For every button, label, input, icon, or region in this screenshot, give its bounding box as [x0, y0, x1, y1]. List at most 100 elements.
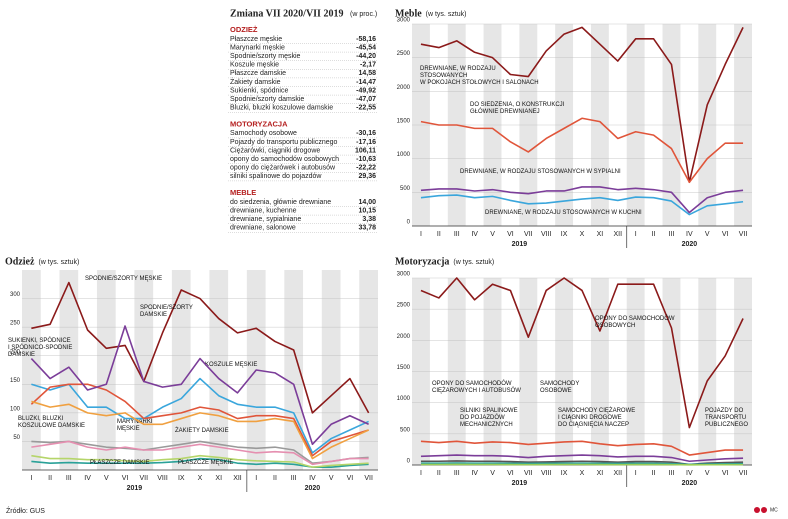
row-label: Samochody osobowe: [230, 130, 297, 137]
series-label: BLUZKI, BLUZKI KOSZULOWE DAMSKIE: [18, 416, 85, 429]
x-tick-label: IV: [471, 470, 478, 477]
series-label-line: SILNIKI SPALINOWE: [460, 408, 518, 414]
x-tick-label: VII: [739, 470, 748, 477]
section-title: MEBLE: [230, 188, 256, 197]
y-tick-label: 2500: [397, 51, 411, 57]
x-tick-label: VI: [507, 231, 514, 238]
series-label: DREWNIANE, W RODZAJU STOSOWANYCH W KUCHN…: [485, 210, 642, 216]
x-tick-label: XII: [233, 475, 242, 482]
series-label: PŁASZCZE MĘSKIE: [178, 460, 233, 466]
row-value: 33,78: [358, 225, 376, 232]
chart-title: Odzież: [5, 256, 35, 267]
series-label-line: KOSZULOWE DAMSKIE: [18, 423, 85, 429]
series-label-line: GŁÓWNIE DREWNIANEJ: [470, 108, 540, 115]
y-tick-label: 200: [10, 349, 21, 355]
y-tick-label: 250: [10, 321, 21, 327]
row-value: -58,16: [356, 36, 376, 43]
y-tick-label: 300: [10, 292, 21, 298]
y-tick-label: 3000: [397, 272, 411, 278]
stripe: [359, 270, 378, 470]
x-tick-label: IV: [686, 470, 693, 477]
series-label-line: STOSOWANYCH: [420, 73, 467, 79]
series-label: SUKIENKI, SPÓDNICE I SPÓDNICO-SPODNIE DAMS…: [8, 337, 72, 358]
year-label: 2019: [127, 485, 143, 492]
series-line: [420, 186, 744, 214]
x-tick-label: VIII: [541, 231, 552, 238]
y-tick-label: 1000: [397, 152, 411, 158]
x-tick-label: V: [490, 231, 495, 238]
stripe: [22, 270, 41, 470]
row-label: Spodnie/szorty męskie: [230, 53, 301, 60]
series-label: DREWNIANE, W RODZAJU STOSOWANYCH W POKOJAC…: [420, 66, 539, 86]
row-value: -14,47: [356, 79, 376, 86]
x-tick-label: VII: [524, 231, 533, 238]
credit: MC: [770, 507, 778, 513]
series-line: [420, 454, 744, 463]
row-value: 3,38: [362, 216, 376, 223]
row-value: -45,54: [356, 44, 376, 51]
row-label: Płaszcze męskie: [230, 36, 282, 43]
row-value: -49,92: [356, 87, 376, 94]
row-label: drewniane, salonowe: [230, 225, 296, 232]
series-label: SPODNIE/SZORTY MĘSKIE: [85, 276, 162, 282]
x-tick-label: VII: [364, 475, 373, 482]
series-line: [31, 377, 369, 454]
x-tick-label: VII: [739, 231, 748, 238]
x-tick-label: XII: [614, 231, 623, 238]
series-label-line: DREWNIANE, W RODZAJU STOSOWANYCH W KUCHN…: [485, 210, 642, 216]
x-tick-label: I: [420, 231, 422, 238]
x-tick-label: XI: [597, 231, 604, 238]
series-label-line: SPODNIE/SZORTY: [140, 305, 193, 311]
series-label-line: MECHANICZNYCH: [460, 422, 513, 428]
series-label-line: I SPÓDNICO-SPODNIE: [8, 344, 72, 351]
year-label: 2020: [682, 480, 698, 487]
series-line: [30, 383, 369, 457]
row-value: -47,07: [356, 96, 376, 103]
series-label: SAMOCHODY CIĘŻAROWE I CIĄGNIKI DROGOWE DO …: [558, 407, 635, 428]
y-tick-label: 2500: [397, 303, 411, 309]
year-label: 2020: [305, 485, 321, 492]
row-label: Bluzki, bluzki koszulowe damskie: [230, 105, 333, 112]
series-label: MARYNARKI MĘSKIE: [117, 419, 153, 432]
table-title: Zmiana VII 2020/VII 2019: [230, 8, 343, 19]
series-label-line: SPODNIE/SZORTY MĘSKIE: [85, 276, 162, 282]
series-label-line: POJAZDY DO: [705, 408, 744, 414]
x-tick-label: VII: [140, 475, 149, 482]
series-label-line: MĘSKIE: [117, 426, 140, 432]
x-tick-label: II: [273, 475, 277, 482]
series-label-line: KOSZULE MĘSKIE: [205, 362, 257, 368]
row-value: -22,22: [356, 165, 376, 172]
y-tick-label: 150: [10, 378, 21, 384]
x-tick-label: IX: [561, 231, 568, 238]
year-label: 2019: [512, 241, 528, 248]
series-label-line: OSOBOWE: [540, 388, 572, 394]
chart-subtitle: (w tys. sztuk): [453, 259, 494, 266]
series-label-line: TRANSPORTU: [705, 415, 746, 421]
stripe: [321, 270, 341, 470]
row-value: 10,15: [358, 207, 376, 214]
series-label: ŻAKIETY DAMSKIE: [175, 427, 229, 434]
x-tick-label: X: [198, 475, 203, 482]
chart-subtitle: (w tys. sztuk): [426, 11, 467, 18]
y-tick-label: 3000: [397, 18, 411, 24]
series-line: [420, 277, 744, 429]
series-line: [31, 400, 369, 460]
row-label: Sukienki, spódnice: [230, 87, 288, 94]
x-tick-label: XI: [597, 470, 604, 477]
x-tick-label: III: [454, 470, 460, 477]
series-line: [30, 325, 369, 446]
x-tick-label: II: [652, 470, 656, 477]
x-tick-label: V: [705, 231, 710, 238]
x-tick-label: VIII: [541, 470, 552, 477]
x-tick-label: IV: [686, 231, 693, 238]
series-label-line: DAMSKIE: [8, 352, 35, 358]
x-tick-label: III: [669, 470, 675, 477]
series-label-line: MARYNARKI: [117, 419, 153, 425]
x-tick-label: I: [635, 231, 637, 238]
row-label: Marynarki męskie: [230, 44, 285, 51]
row-label: drewniane, kuchenne: [230, 207, 297, 214]
series-label-line: SAMOCHODY CIĘŻAROWE: [558, 407, 635, 414]
x-tick-label: IX: [561, 470, 568, 477]
series-line: [420, 440, 744, 456]
row-value: -10,63: [356, 156, 376, 163]
